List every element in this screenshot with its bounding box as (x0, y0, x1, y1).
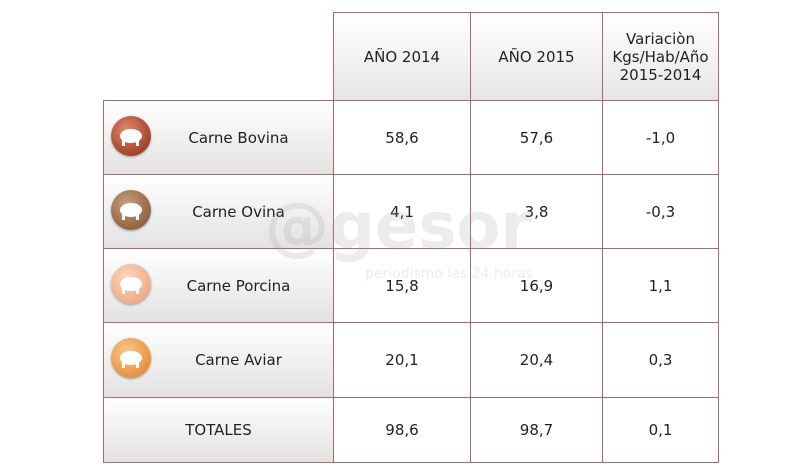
header-cell: Variaciòn Kgs/Hab/Año 2015-2014 (602, 12, 719, 101)
animal-silhouette (120, 277, 142, 294)
header-line: Variaciòn (626, 29, 695, 48)
value-cell: 3,8 (470, 174, 603, 249)
value-cell: 20,1 (333, 322, 471, 398)
animal-silhouette (120, 129, 142, 146)
value-cell: 16,9 (470, 248, 603, 323)
value-cell: 58,6 (333, 100, 471, 175)
header-cell: AÑO 2014 (333, 12, 471, 101)
meat-icon (111, 264, 151, 304)
value-cell: -0,3 (602, 174, 719, 249)
value-cell: 57,6 (470, 100, 603, 175)
value-cell: 20,4 (470, 322, 603, 398)
value-cell: 0,3 (602, 322, 719, 398)
value-cell: 98,7 (470, 397, 603, 463)
header-line: Kgs/Hab/Año (612, 47, 709, 66)
header-cell: AÑO 2015 (470, 12, 603, 101)
value-cell: 1,1 (602, 248, 719, 323)
value-cell: -1,0 (602, 100, 719, 175)
header-line: 2015-2014 (619, 65, 702, 84)
value-cell: 4,1 (333, 174, 471, 249)
meat-icon (111, 116, 151, 156)
value-cell: 98,6 (333, 397, 471, 463)
meat-icon (111, 190, 151, 230)
animal-silhouette (120, 351, 142, 368)
value-cell: 0,1 (602, 397, 719, 463)
value-cell: 15,8 (333, 248, 471, 323)
meat-icon (111, 338, 151, 378)
animal-silhouette (120, 203, 142, 220)
row-label: TOTALES (103, 397, 334, 463)
